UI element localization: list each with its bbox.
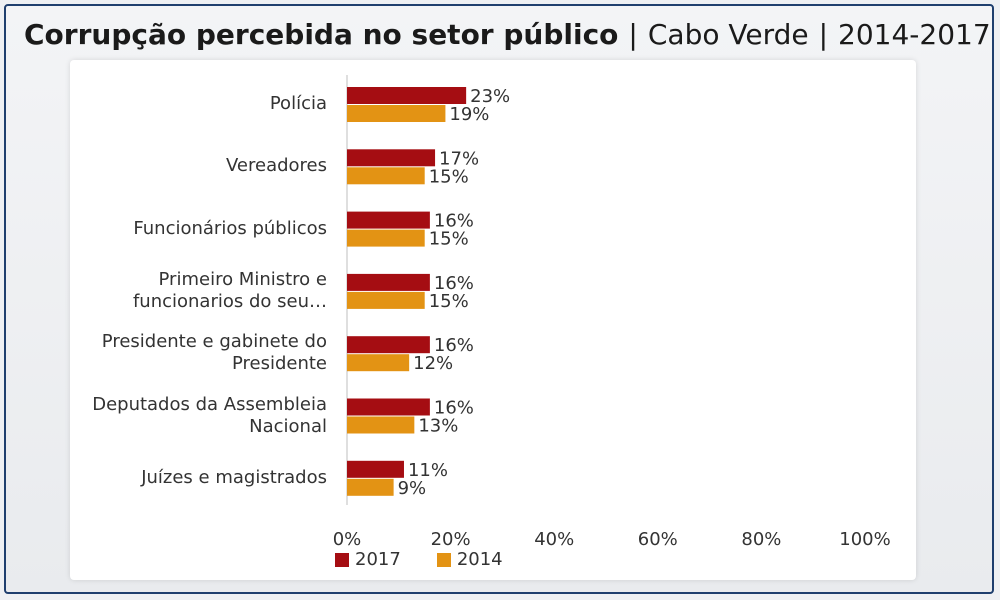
x-tick-label: 80% <box>741 529 781 550</box>
chart-card <box>70 60 916 580</box>
data-label-2017: 16% <box>434 398 474 419</box>
data-label-2017: 16% <box>434 335 474 356</box>
bar-2017 <box>347 149 436 167</box>
data-label-2014: 15% <box>429 291 469 312</box>
data-label-2014: 12% <box>413 353 453 374</box>
title-separator: | <box>628 17 638 51</box>
bar-2017 <box>347 460 404 478</box>
legend-swatch-2017 <box>335 552 349 567</box>
x-tick-label: 60% <box>638 529 678 550</box>
x-tick-label: 20% <box>431 529 471 550</box>
x-tick-label: 100% <box>839 529 890 550</box>
category-label: Funcionários públicos <box>133 217 327 239</box>
data-label-2017: 16% <box>434 211 474 232</box>
bar-2014 <box>347 478 394 496</box>
data-label-2014: 19% <box>449 104 489 125</box>
legend-swatch-2014 <box>436 552 451 567</box>
data-label-2014: 15% <box>429 229 469 250</box>
bar-2014 <box>347 229 425 247</box>
bar-2014 <box>347 416 415 434</box>
x-tick-label: 40% <box>534 529 574 550</box>
category-label: Polícia <box>269 93 327 114</box>
data-label-2017: 16% <box>434 273 474 294</box>
bar-2017 <box>347 87 467 104</box>
category-label: Deputados da Assembleia Nacional <box>92 393 327 437</box>
data-label-2014: 9% <box>398 478 427 499</box>
title-separator: | <box>818 17 829 51</box>
category-label: Vereadores <box>226 155 327 177</box>
bar-2017 <box>347 273 430 291</box>
legend-label-2017: 2017 <box>355 549 401 570</box>
bar-2017 <box>347 398 430 416</box>
data-label-2014: 15% <box>429 166 469 187</box>
chart-legend: 2017 2014 <box>335 549 503 570</box>
legend-item-2014: 2014 <box>436 549 503 570</box>
bar-2017 <box>347 336 430 354</box>
data-label-2017: 17% <box>439 148 479 169</box>
category-label: Presidente e gabinete do Presidente <box>101 331 327 375</box>
category-label: Primeiro Ministro e funcionarios do seu… <box>132 268 327 312</box>
data-label-2017: 23% <box>470 86 510 107</box>
bar-2014 <box>347 354 410 372</box>
data-label-2014: 13% <box>418 416 458 437</box>
x-tick-label: 0% <box>333 529 362 550</box>
data-label-2017: 11% <box>408 460 448 481</box>
bar-2017 <box>347 211 430 229</box>
bar-2014 <box>347 291 425 309</box>
title-period: 2014-2017 <box>838 17 991 51</box>
title-main: Corrupção percebida no setor público <box>24 17 619 51</box>
chart-title: Corrupção percebida no setor público | C… <box>24 14 991 54</box>
category-label: Juízes e magistrados <box>141 466 327 488</box>
title-country: Cabo Verde <box>647 17 809 51</box>
bar-2014 <box>347 105 446 122</box>
legend-item-2017: 2017 <box>335 549 401 570</box>
bar-2014 <box>347 167 425 185</box>
legend-label-2014: 2014 <box>456 549 503 570</box>
